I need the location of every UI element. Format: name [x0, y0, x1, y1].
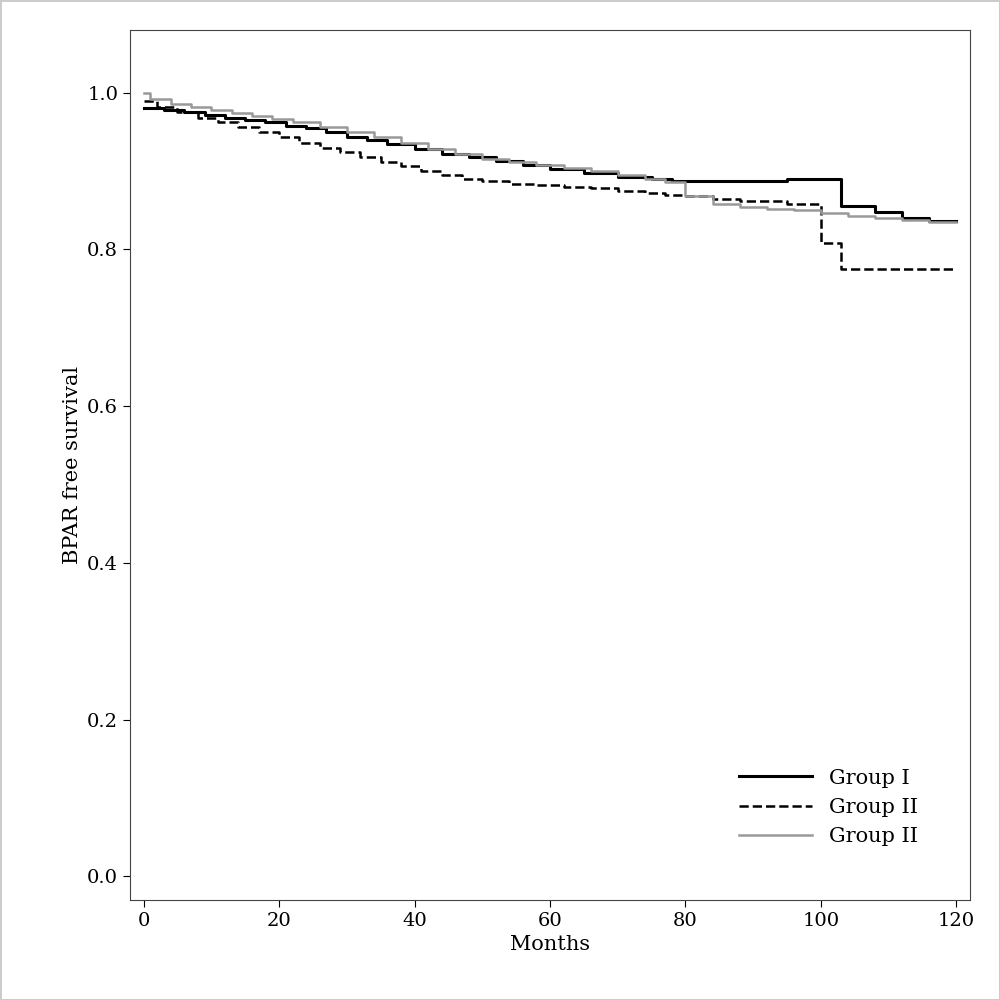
Legend: Group I, Group II, Group II: Group I, Group II, Group II — [731, 760, 926, 855]
Y-axis label: BPAR free survival: BPAR free survival — [63, 366, 82, 564]
X-axis label: Months: Months — [510, 935, 590, 954]
